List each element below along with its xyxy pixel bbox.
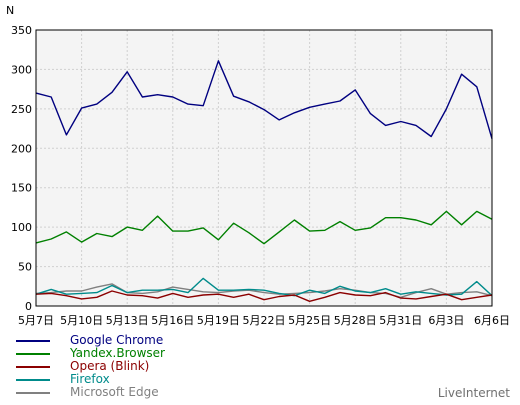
y-tick-label: 0 — [25, 300, 32, 313]
legend-item: Microsoft Edge — [16, 386, 165, 399]
legend-item: Firefox — [16, 373, 165, 386]
legend-item: Opera (Blink) — [16, 360, 165, 373]
legend-swatch — [16, 352, 50, 355]
legend-item: Google Chrome — [16, 334, 165, 347]
x-tick-label: 6月6日 — [474, 314, 510, 327]
x-tick-label: 5月19日 — [197, 314, 240, 327]
y-tick-label: 300 — [11, 63, 32, 76]
legend-label: Firefox — [70, 372, 110, 386]
y-tick-label: 50 — [18, 261, 32, 274]
series-line-opera-blink — [35, 290, 493, 302]
x-axis: 5月7日 5月10日 5月13日 5月16日 5月19日 5月22日 5月25日 5月28日 5… — [18, 314, 510, 327]
series-line-google-chrome — [35, 60, 493, 139]
y-axis-label: N — [6, 4, 14, 17]
legend-swatch — [16, 378, 50, 381]
series-line-yandex-browser — [35, 210, 493, 245]
legend-label: Yandex.Browser — [70, 346, 165, 360]
x-tick-label: 5月31日 — [379, 314, 422, 327]
y-axis: 0 50 100 150 200 250 300 350 — [11, 24, 32, 313]
legend-swatch — [16, 365, 50, 368]
legend-label: Google Chrome — [70, 333, 164, 347]
series-lines — [35, 60, 493, 302]
legend: Google Chrome Yandex.Browser Opera (Blink)… — [16, 334, 165, 399]
y-tick-label: 200 — [11, 142, 32, 155]
brand-label: LiveInternet — [437, 386, 510, 400]
x-tick-label: 5月13日 — [106, 314, 149, 327]
x-tick-label: 5月25日 — [288, 314, 331, 327]
legend-swatch — [16, 339, 50, 342]
x-tick-label: 5月22日 — [243, 314, 286, 327]
y-tick-label: 100 — [11, 221, 32, 234]
x-tick-label: 5月28日 — [334, 314, 377, 327]
line-chart: 0 50 100 150 200 250 300 350 5月7日 5月10日 5月13日 5月16… — [6, 4, 510, 327]
x-tick-label: 5月16日 — [151, 314, 194, 327]
y-tick-label: 350 — [11, 24, 32, 37]
y-tick-label: 250 — [11, 103, 32, 116]
legend-label: Microsoft Edge — [70, 385, 159, 399]
y-tick-label: 150 — [11, 182, 32, 195]
series-line-firefox — [35, 277, 493, 297]
legend-swatch — [16, 391, 50, 394]
x-tick-label: 5月10日 — [60, 314, 103, 327]
x-tick-label: 6月3日 — [428, 314, 464, 327]
x-tick-label: 5月7日 — [18, 314, 54, 327]
plot-border — [35, 29, 493, 307]
legend-label: Opera (Blink) — [70, 359, 150, 373]
series-line-microsoft-edge — [35, 283, 493, 298]
legend-item: Yandex.Browser — [16, 347, 165, 360]
